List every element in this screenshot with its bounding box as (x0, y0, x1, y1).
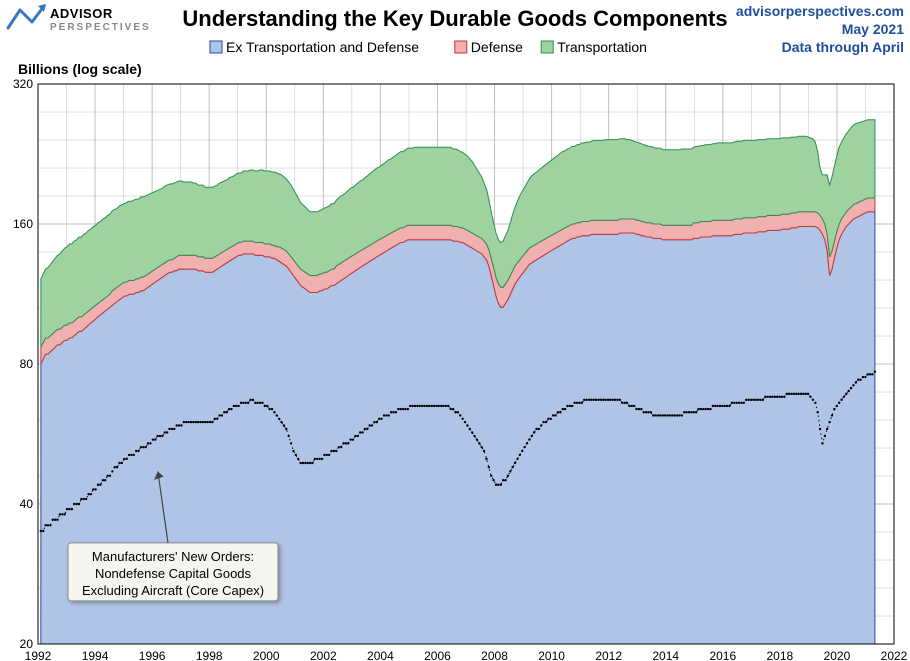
legend-item: Ex Transportation and Defense (226, 39, 419, 55)
x-tick: 2000 (253, 649, 280, 661)
annotation-line: Nondefense Capital Goods (95, 566, 252, 581)
legend-item: Defense (471, 39, 523, 55)
chart-svg: ADVISORPERSPECTIVES Understanding the Key… (0, 0, 910, 661)
x-tick: 2020 (824, 649, 851, 661)
x-tick: 1994 (82, 649, 109, 661)
site-label: advisorperspectives.com (736, 3, 904, 19)
y-axis-title: Billions (log scale) (18, 61, 142, 77)
x-tick: 2014 (652, 649, 679, 661)
date-label: May 2021 (842, 21, 904, 37)
x-tick: 2012 (595, 649, 622, 661)
legend-item: Transportation (557, 39, 647, 55)
chart-container: ADVISORPERSPECTIVES Understanding the Key… (0, 0, 910, 661)
annotation-line: Manufacturers' New Orders: (92, 549, 254, 564)
x-tick: 2004 (367, 649, 394, 661)
y-tick: 40 (20, 497, 34, 511)
x-tick: 2018 (767, 649, 794, 661)
logo: ADVISORPERSPECTIVES (8, 4, 151, 33)
annotation-line: Excluding Aircraft (Core Capex) (82, 583, 264, 598)
legend: Ex Transportation and Defense Defense Tran… (210, 39, 647, 55)
x-tick: 1992 (25, 649, 52, 661)
chart-title: Understanding the Key Durable Goods Comp… (182, 6, 727, 31)
y-tick: 80 (20, 357, 34, 371)
svg-text:PERSPECTIVES: PERSPECTIVES (50, 22, 151, 33)
x-tick: 2008 (481, 649, 508, 661)
x-tick: 2006 (424, 649, 451, 661)
x-tick: 1996 (139, 649, 166, 661)
x-tick: 2002 (310, 649, 337, 661)
x-tick: 1998 (196, 649, 223, 661)
data-through-label: Data through April (782, 39, 904, 55)
x-tick: 2010 (538, 649, 565, 661)
svg-text:ADVISOR: ADVISOR (50, 6, 113, 21)
y-tick: 320 (13, 77, 33, 91)
x-tick: 2022 (881, 649, 908, 661)
x-tick: 2016 (709, 649, 736, 661)
y-tick: 160 (13, 217, 33, 231)
